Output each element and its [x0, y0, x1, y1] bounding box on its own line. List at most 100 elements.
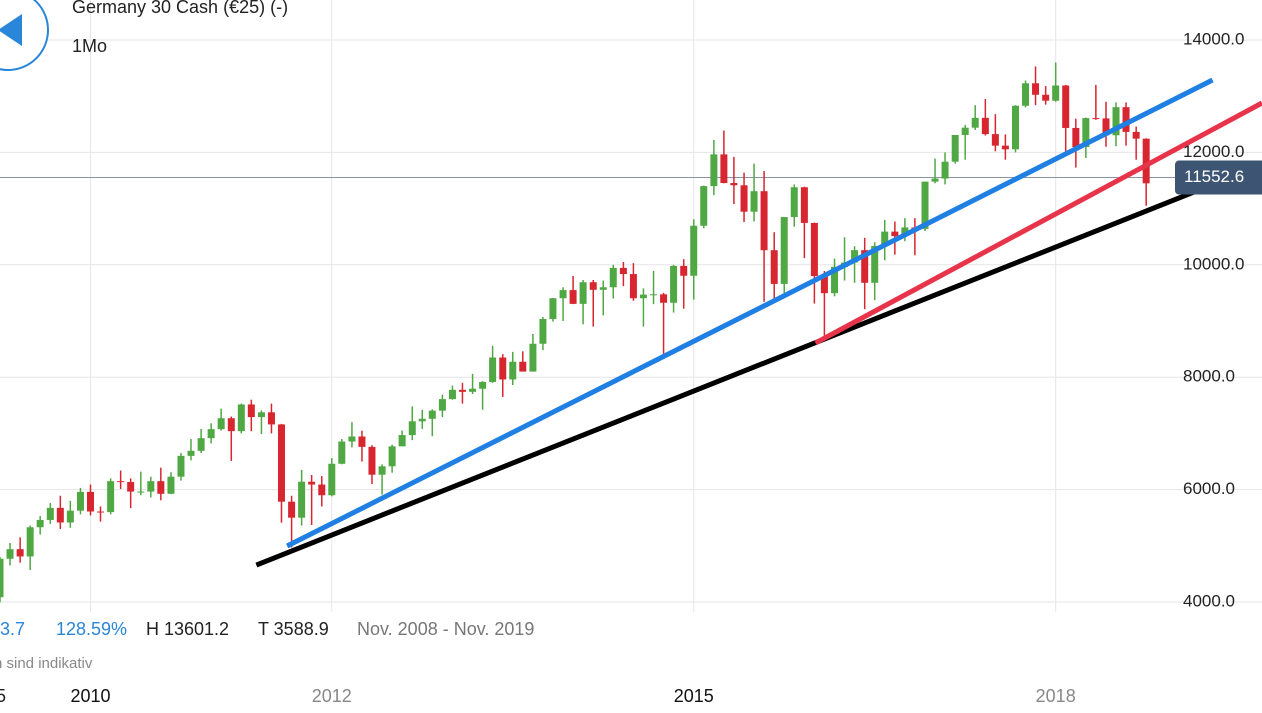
trendline: [286, 77, 1214, 549]
trendline: [255, 162, 1262, 568]
candle-body: [127, 482, 135, 492]
candle-body: [730, 183, 738, 186]
candle-body: [348, 436, 356, 442]
candle-body: [408, 421, 416, 436]
candle-body: [1062, 85, 1070, 128]
candle-body: [951, 134, 959, 162]
candle-body: [961, 127, 969, 135]
candle-body: [458, 389, 466, 392]
y-tick-label: 14000.0: [1183, 29, 1244, 48]
candle-body: [277, 424, 285, 502]
candle-body: [690, 225, 698, 276]
candle-body: [36, 519, 44, 528]
candle-body: [197, 438, 205, 451]
candle-body: [308, 481, 316, 485]
candles: [0, 62, 1150, 603]
back-icon: [0, 14, 22, 46]
y-tick-label: 12000.0: [1183, 142, 1244, 161]
candle-body: [66, 510, 74, 523]
candle-body: [559, 290, 567, 299]
candle-body: [6, 549, 14, 559]
candle-body: [790, 187, 798, 218]
candle-body: [16, 549, 24, 557]
candle-body: [207, 429, 215, 439]
candle-body: [539, 319, 547, 344]
candle-body: [1032, 83, 1040, 95]
change: 3.7: [0, 619, 25, 639]
candle-body: [529, 343, 537, 372]
y-tick-label: 6000.0: [1183, 479, 1235, 498]
candle-body: [117, 481, 125, 483]
candle-body: [288, 501, 296, 518]
candle-body: [810, 222, 818, 277]
candle-body: [1042, 94, 1050, 101]
candle-body: [931, 178, 939, 182]
candle-body: [479, 381, 487, 389]
candle-body: [981, 117, 989, 135]
candle-body: [861, 250, 869, 283]
candle-body: [549, 298, 557, 320]
candle-body: [619, 267, 627, 275]
low: T 3588.9: [258, 619, 329, 639]
candle-body: [499, 357, 507, 380]
candle-body: [509, 361, 517, 380]
candle-body: [650, 294, 658, 296]
candle-body: [1102, 118, 1110, 136]
candle-body: [398, 435, 406, 447]
change-pct: 128.59%: [56, 619, 127, 639]
candle-body: [157, 481, 165, 494]
candle-body: [750, 191, 758, 212]
candle-body: [0, 558, 4, 598]
candle-body: [991, 134, 999, 146]
candle-body: [800, 187, 808, 223]
candle-body: [469, 388, 477, 392]
candle-body: [871, 245, 879, 283]
candle-body: [257, 412, 265, 418]
range: Nov. 2008 - Nov. 2019: [357, 619, 534, 639]
candle-body: [941, 161, 949, 179]
x-tick-label: 2018: [1036, 686, 1076, 706]
candle-body: [1052, 85, 1060, 101]
trendline: [814, 100, 1262, 346]
candle-body: [820, 276, 828, 294]
trendlines: [255, 77, 1262, 568]
candle-body: [901, 227, 909, 237]
candle-body: [639, 294, 647, 299]
candle-body: [187, 450, 195, 456]
grid: [0, 0, 1262, 612]
candle-body: [56, 507, 64, 523]
candle-body: [629, 274, 637, 299]
y-tick-label: 10000.0: [1183, 254, 1244, 273]
candle-body: [489, 357, 497, 382]
candle-body: [710, 154, 718, 187]
candle-body: [720, 154, 728, 184]
candle-body: [670, 265, 678, 303]
candle-body: [147, 481, 155, 492]
candle-body: [97, 511, 105, 513]
candle-body: [921, 181, 929, 229]
candle-body: [780, 217, 788, 284]
candle-body: [1112, 107, 1120, 136]
candle-body: [760, 191, 768, 251]
candle-body: [388, 446, 396, 467]
candle-body: [1001, 145, 1009, 150]
last-price-box: [1175, 160, 1262, 195]
candle-body: [76, 491, 84, 511]
x-tick-label: 2012: [312, 686, 352, 706]
candle-body: [1082, 118, 1090, 148]
x-tick-label: 2010: [70, 686, 110, 706]
candle-body: [167, 476, 175, 494]
high: H 13601.2: [146, 619, 229, 639]
back-button[interactable]: [0, 0, 49, 71]
candle-body: [680, 265, 688, 276]
candle-body: [740, 185, 748, 212]
candle-body: [298, 481, 306, 518]
candle-body: [1122, 107, 1130, 132]
candle-body: [247, 404, 255, 418]
candle-body: [107, 481, 115, 513]
candle-body: [86, 491, 94, 512]
candle-body: [519, 361, 527, 372]
candle-body: [267, 412, 275, 425]
candle-body: [338, 441, 346, 464]
